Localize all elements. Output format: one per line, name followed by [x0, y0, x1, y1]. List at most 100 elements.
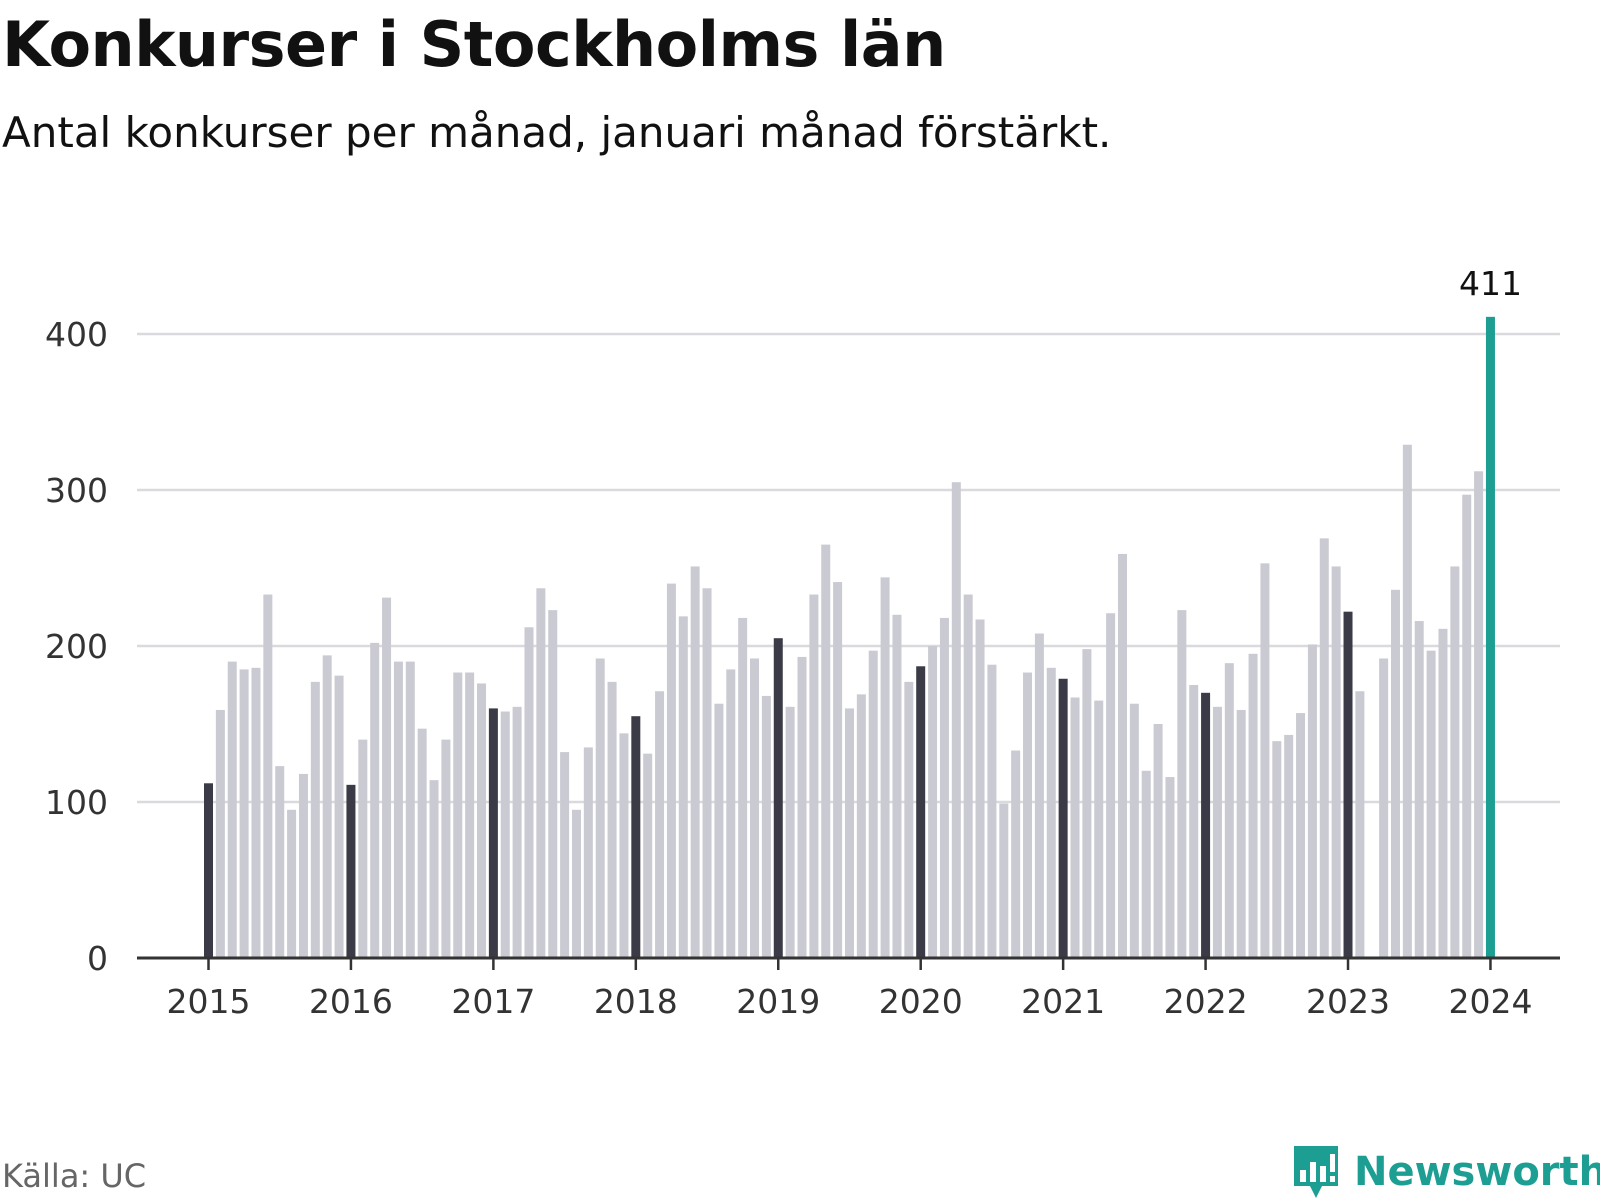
bar	[465, 672, 475, 958]
bar	[512, 706, 522, 958]
bar	[287, 809, 297, 958]
bar	[346, 784, 356, 958]
bar	[726, 669, 736, 958]
bar	[951, 482, 961, 958]
bar	[227, 661, 237, 958]
bar	[643, 753, 653, 958]
bar	[1094, 700, 1104, 958]
bar	[655, 691, 665, 958]
bar	[1189, 685, 1199, 958]
bar	[1248, 653, 1258, 958]
bar	[560, 752, 570, 958]
bar	[393, 661, 403, 958]
bar	[975, 619, 985, 958]
bar	[524, 627, 534, 958]
newsworthy-icon	[1294, 1146, 1338, 1198]
x-tick-label: 2016	[309, 982, 393, 1021]
x-tick-label: 2024	[1448, 982, 1532, 1021]
bar	[939, 617, 949, 958]
bar	[358, 739, 368, 958]
bar	[1438, 628, 1448, 958]
bar	[738, 617, 748, 958]
y-tick-label: 400	[45, 315, 108, 354]
bar	[1070, 697, 1080, 958]
bar	[204, 783, 213, 958]
bar	[488, 708, 498, 958]
bar	[678, 616, 688, 958]
bar	[441, 739, 451, 958]
bar	[477, 683, 487, 958]
bar	[761, 695, 771, 958]
y-tick-label: 0	[87, 939, 108, 978]
bar	[987, 664, 997, 958]
bar	[1343, 611, 1353, 958]
bar	[797, 656, 807, 958]
x-tick-label: 2018	[594, 982, 678, 1021]
bar	[844, 708, 854, 958]
bars	[204, 316, 1495, 959]
bar	[1023, 672, 1033, 958]
bar	[1129, 703, 1139, 958]
bar	[1236, 709, 1246, 958]
bar	[1319, 538, 1329, 958]
bar	[809, 594, 819, 958]
bar	[904, 681, 914, 958]
bar	[619, 733, 629, 958]
bar	[1177, 610, 1187, 958]
bar	[1117, 553, 1127, 958]
bar	[1153, 724, 1163, 958]
bar	[928, 646, 938, 958]
x-tick-label: 2020	[879, 982, 963, 1021]
bar	[856, 694, 866, 958]
bar	[1379, 658, 1389, 958]
x-axis	[137, 956, 1560, 970]
brand-logo[interactable]: Newsworthy	[1290, 1142, 1600, 1202]
bar	[1272, 741, 1282, 958]
tick-labels: 0 100 200 300 400 2015 2016 2017 2018 2019 2020 202…	[45, 264, 1532, 1021]
bar	[1485, 316, 1495, 959]
x-tick-label: 2017	[451, 982, 535, 1021]
y-tick-label: 200	[45, 627, 108, 666]
bar	[750, 658, 760, 958]
bar	[1355, 691, 1365, 958]
bar	[607, 681, 617, 958]
bar	[690, 566, 700, 958]
x-tick-label: 2021	[1021, 982, 1105, 1021]
bar	[833, 582, 843, 958]
bar	[1402, 444, 1412, 958]
chart-title: Konkurser i Stockholms län	[2, 8, 946, 81]
bar	[1450, 566, 1460, 958]
bar	[275, 766, 285, 958]
bar	[1011, 750, 1021, 958]
bar	[1307, 644, 1317, 958]
bar	[1141, 770, 1151, 958]
bar	[1260, 563, 1270, 958]
bar	[1082, 649, 1092, 958]
bar	[405, 661, 415, 958]
bar	[322, 655, 332, 958]
bar	[666, 583, 676, 958]
bar	[370, 642, 380, 958]
bar	[1046, 667, 1056, 958]
bar	[239, 669, 249, 958]
chart-subtitle: Antal konkurser per månad, januari månad…	[2, 108, 1112, 157]
latest-value-label: 411	[1459, 264, 1522, 303]
bar	[773, 638, 783, 958]
bar	[1034, 633, 1044, 958]
bar	[500, 711, 510, 958]
bar	[1474, 471, 1484, 958]
bar	[595, 658, 605, 958]
bar	[1462, 494, 1472, 958]
x-tick-label: 2019	[736, 982, 820, 1021]
brand-name: Newsworthy	[1354, 1149, 1600, 1195]
bar	[868, 650, 878, 958]
x-tick-label: 2023	[1306, 982, 1390, 1021]
bar	[263, 594, 273, 958]
bar	[382, 597, 392, 958]
bar	[631, 716, 641, 958]
bar	[1284, 734, 1294, 958]
bar	[1296, 713, 1306, 958]
y-tick-label: 300	[45, 471, 108, 510]
bar	[714, 703, 724, 958]
bar	[583, 747, 593, 958]
